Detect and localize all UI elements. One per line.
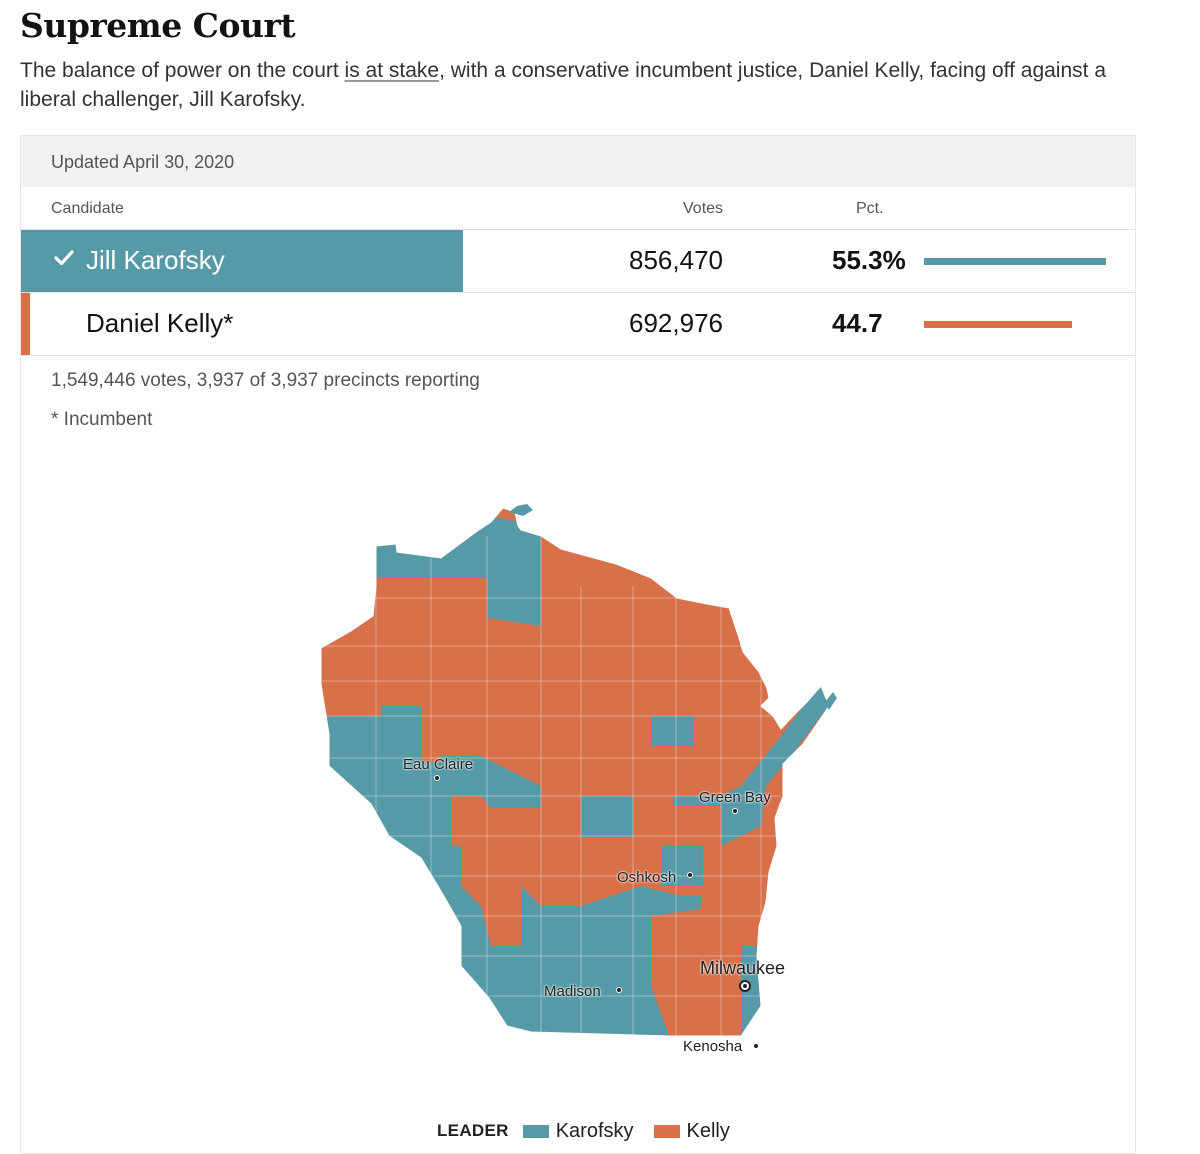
pct-bar-karofsky bbox=[924, 258, 1106, 265]
city-marker-green-bay bbox=[732, 808, 738, 814]
city-marker-oshkosh bbox=[687, 872, 693, 878]
city-label-madison: Madison bbox=[544, 983, 601, 1000]
city-label-oshkosh: Oshkosh bbox=[617, 869, 677, 886]
map-legend: LEADER Karofsky Kelly bbox=[437, 1116, 750, 1146]
incumbent-note: * Incumbent bbox=[51, 409, 153, 430]
legend-swatch-karofsky bbox=[522, 1124, 549, 1138]
county-menominee-karofsky bbox=[651, 716, 694, 746]
page-title: Supreme Court bbox=[20, 6, 296, 45]
pct-bar-kelly bbox=[924, 321, 1072, 328]
candidate-votes: 692,976 bbox=[629, 308, 723, 338]
subtitle-text-end: , with a conservative incumbent justice,… bbox=[20, 59, 1106, 111]
candidate-name: Daniel Kelly* bbox=[86, 308, 234, 338]
county-greenbay-karofsky bbox=[673, 666, 829, 846]
page-subtitle: The balance of power on the court is at … bbox=[20, 56, 1140, 114]
updated-timestamp: Updated April 30, 2020 bbox=[21, 136, 1135, 187]
county-borders bbox=[321, 536, 801, 1036]
candidate-row-karofsky: Jill Karofsky 856,470 55.3% bbox=[21, 230, 1135, 292]
wisconsin-map bbox=[320, 504, 837, 1037]
checkmark-icon bbox=[54, 250, 74, 266]
washington-island bbox=[825, 692, 837, 710]
apostle-islands bbox=[509, 504, 533, 516]
county-western-karofsky bbox=[381, 706, 451, 846]
candidate-votes: 856,470 bbox=[629, 245, 723, 275]
precincts-summary: 1,549,446 votes, 3,937 of 3,937 precinct… bbox=[51, 370, 480, 391]
county-portage-karofsky bbox=[581, 796, 633, 838]
city-label-kenosha: Kenosha bbox=[683, 1038, 743, 1055]
kelly-color-stripe bbox=[21, 293, 30, 355]
header-divider bbox=[21, 229, 1135, 230]
legend-swatch-kelly bbox=[653, 1124, 680, 1138]
column-header-pct: Pct. bbox=[856, 200, 884, 217]
candidate-name: Jill Karofsky bbox=[86, 245, 225, 275]
candidate-pct: 44.7 bbox=[832, 308, 883, 338]
county-chippewa-karofsky bbox=[441, 756, 541, 808]
row-divider bbox=[21, 355, 1135, 356]
results-card: Updated April 30, 2020 Candidate Votes P… bbox=[20, 135, 1136, 1154]
city-marker-milwaukee bbox=[739, 980, 751, 992]
city-label-eau-claire: Eau Claire bbox=[403, 756, 474, 773]
legend-label-karofsky: Karofsky bbox=[555, 1119, 634, 1142]
column-header-candidate: Candidate bbox=[51, 200, 124, 217]
candidate-pct: 55.3% bbox=[832, 245, 906, 275]
city-marker-madison bbox=[616, 987, 622, 993]
legend-title: LEADER bbox=[437, 1121, 509, 1140]
city-marker-kenosha bbox=[753, 1043, 759, 1049]
legend-label-kelly: Kelly bbox=[686, 1119, 730, 1142]
winner-highlight bbox=[21, 230, 463, 292]
city-label-milwaukee: Milwaukee bbox=[700, 958, 786, 978]
column-header-votes: Votes bbox=[683, 200, 724, 217]
row-divider bbox=[21, 292, 1135, 293]
county-map: Eau Claire Green Bay Oshkosh Madison Mil… bbox=[21, 466, 1135, 1154]
stake-link[interactable]: is at stake bbox=[344, 59, 440, 82]
kelly-overlays bbox=[651, 906, 741, 1036]
subtitle-text-start: The balance of power on the court bbox=[20, 59, 345, 82]
city-marker-eau-claire bbox=[434, 775, 440, 781]
county-waukesha-kelly bbox=[651, 906, 741, 1036]
city-label-green-bay: Green Bay bbox=[699, 789, 771, 806]
candidate-row-kelly: Daniel Kelly* 692,976 44.7 bbox=[21, 293, 1135, 355]
